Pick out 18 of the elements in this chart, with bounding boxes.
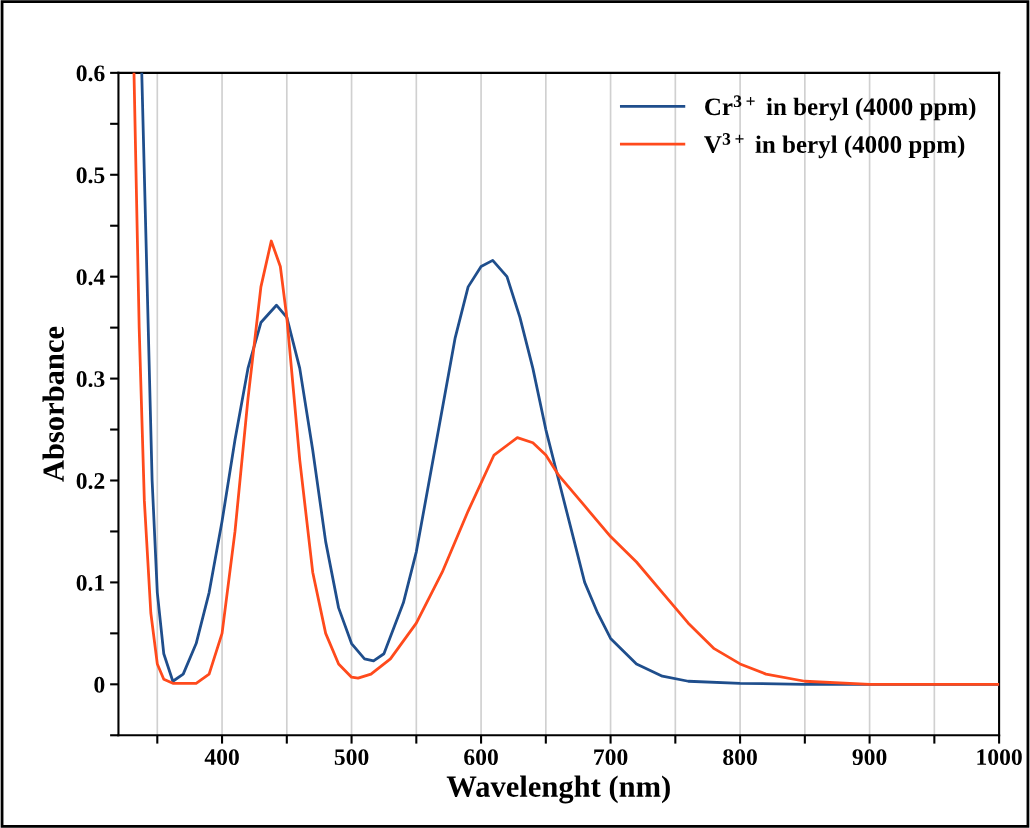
- y-tick-label: 0.1: [76, 574, 105, 591]
- x-tick-label: 500: [334, 749, 369, 766]
- x-tick-label: 400: [204, 749, 239, 766]
- y-axis-title: Absorbance: [42, 326, 64, 482]
- y-tick-label: 0.6: [76, 65, 105, 82]
- x-tick-label: 600: [464, 749, 498, 766]
- y-tick-label: 0: [94, 676, 105, 693]
- legend-label: Cr$^{3+}$ in beryl (4000 ppm): [705, 95, 976, 121]
- x-tick-label: 1000: [977, 749, 1022, 766]
- x-tick-label: 700: [594, 749, 628, 766]
- y-tick-label: 0.4: [76, 269, 105, 286]
- x-tick-label: 800: [723, 749, 757, 766]
- x-axis-title: Wavelenght (nm): [446, 775, 670, 804]
- y-tick-label: 0.2: [76, 472, 105, 490]
- y-tick-label: 0.5: [76, 167, 105, 184]
- legend-label: V$^{3+}$ in beryl (4000 ppm): [704, 133, 965, 159]
- x-tick-label: 900: [852, 749, 887, 766]
- y-tick-label: 0.3: [76, 371, 105, 388]
